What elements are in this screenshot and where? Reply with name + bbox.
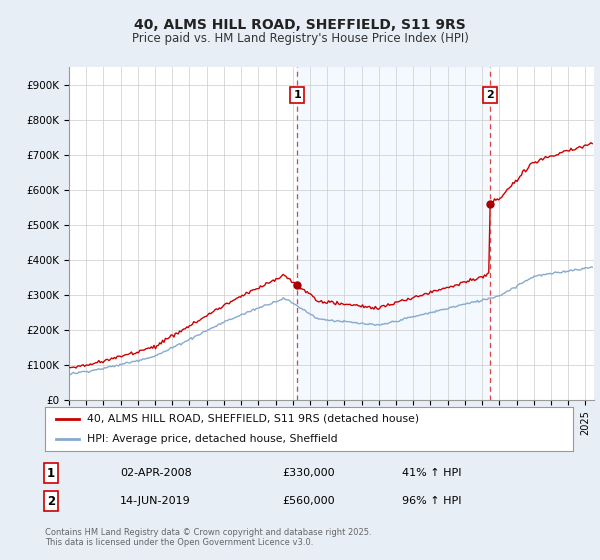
- Text: Contains HM Land Registry data © Crown copyright and database right 2025.
This d: Contains HM Land Registry data © Crown c…: [45, 528, 371, 547]
- Text: 40, ALMS HILL ROAD, SHEFFIELD, S11 9RS: 40, ALMS HILL ROAD, SHEFFIELD, S11 9RS: [134, 18, 466, 32]
- Text: 41% ↑ HPI: 41% ↑ HPI: [402, 468, 461, 478]
- Text: £560,000: £560,000: [282, 496, 335, 506]
- Text: 14-JUN-2019: 14-JUN-2019: [120, 496, 191, 506]
- Text: 02-APR-2008: 02-APR-2008: [120, 468, 192, 478]
- Text: 40, ALMS HILL ROAD, SHEFFIELD, S11 9RS (detached house): 40, ALMS HILL ROAD, SHEFFIELD, S11 9RS (…: [87, 414, 419, 424]
- Text: 2: 2: [486, 90, 494, 100]
- Text: 1: 1: [293, 90, 301, 100]
- Text: £330,000: £330,000: [282, 468, 335, 478]
- Bar: [297, 67, 490, 400]
- Text: Price paid vs. HM Land Registry's House Price Index (HPI): Price paid vs. HM Land Registry's House …: [131, 32, 469, 45]
- Text: 1: 1: [47, 466, 55, 480]
- Text: 2: 2: [47, 494, 55, 508]
- Text: 96% ↑ HPI: 96% ↑ HPI: [402, 496, 461, 506]
- Text: HPI: Average price, detached house, Sheffield: HPI: Average price, detached house, Shef…: [87, 434, 338, 444]
